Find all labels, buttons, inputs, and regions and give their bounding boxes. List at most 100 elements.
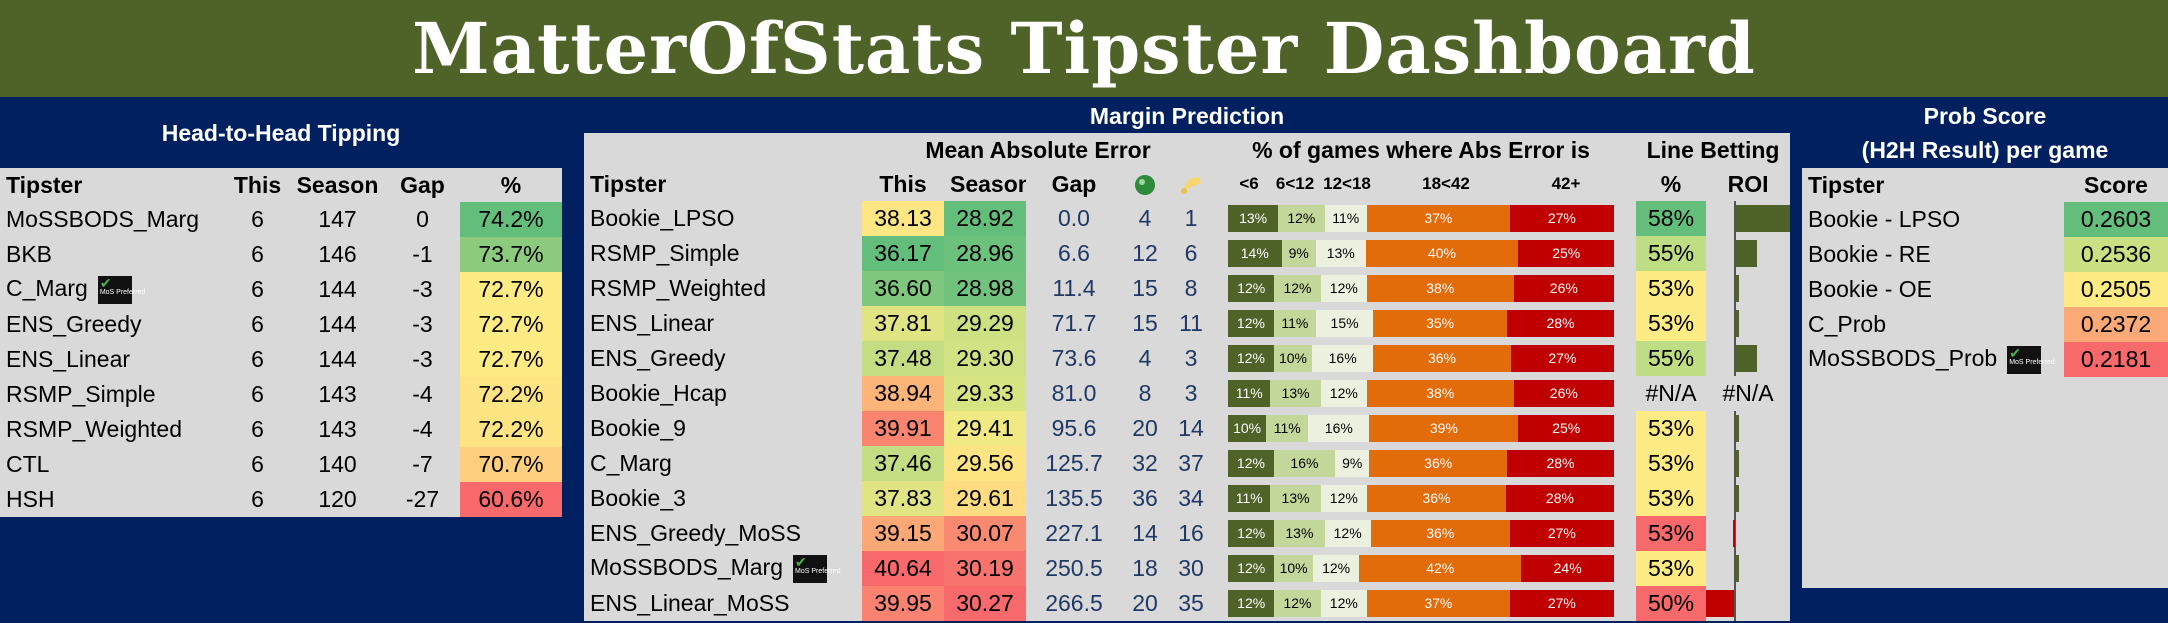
- margin-row[interactable]: ENS_Linear 37.81 29.29 71.7 15 11 12% 11% 15% 35%…: [584, 306, 1790, 341]
- margin-row[interactable]: ENS_Greedy 37.48 29.30 73.6 4 3 12% 10% 16% 36% 27…: [584, 341, 1790, 376]
- margin-col-this[interactable]: This: [879, 170, 927, 197]
- ball-count: 12: [1132, 240, 1158, 266]
- ball-count: 20: [1132, 590, 1158, 616]
- margin-row[interactable]: Bookie_Hcap 38.94 29.33 81.0 8 3 11% 13% 12% 38% 2…: [584, 376, 1790, 411]
- h2h-pct: 74.2%: [460, 202, 562, 237]
- margin-tipster: RSMP_Weighted: [584, 271, 862, 306]
- abs-error-cell: 11% 13% 12% 38% 26%: [1226, 376, 1616, 411]
- h2h-col-season[interactable]: Season: [296, 171, 379, 198]
- prob-row[interactable]: MoSSBODS_Prob ✔ MoS Preferred 0.2181: [1802, 342, 2168, 377]
- abs-error-segment: 12%: [1274, 275, 1321, 302]
- mae-gap: 81.0: [1051, 380, 1097, 406]
- prob-row[interactable]: C_Prob 0.2372: [1802, 307, 2168, 342]
- post-count: 8: [1184, 275, 1198, 301]
- mae-season: 29.33: [944, 376, 1026, 411]
- roi-cell: [1706, 586, 1790, 621]
- margin-col-gap[interactable]: Gap: [1051, 170, 1097, 197]
- ball-count: 36: [1132, 485, 1158, 511]
- h2h-col-this[interactable]: This: [233, 171, 282, 198]
- abs-error-cell: 10% 11% 16% 39% 25%: [1226, 411, 1616, 446]
- mae-gap: 11.4: [1052, 275, 1096, 301]
- mae-season: 29.30: [944, 341, 1026, 376]
- margin-row[interactable]: Bookie_3 37.83 29.61 135.5 36 34 11% 13% 12% 36% 2…: [584, 481, 1790, 516]
- prob-col-score[interactable]: Score: [2084, 171, 2148, 198]
- line-pct: 55%: [1636, 341, 1707, 376]
- margin-row[interactable]: ENS_Greedy_MoSS 39.15 30.07 227.1 14 16 12% 13%…: [584, 516, 1790, 551]
- abs-error-segment: 39%: [1369, 415, 1519, 442]
- ball-count: 32: [1132, 450, 1158, 476]
- h2h-row[interactable]: ENS_Linear 6 144 -3 72.7%: [0, 342, 562, 377]
- ball-count: 20: [1132, 415, 1158, 441]
- h2h-row[interactable]: RSMP_Simple 6 143 -4 72.2%: [0, 377, 562, 412]
- mae-gap: 73.6: [1051, 345, 1097, 371]
- badge-text: MoS Preferred: [99, 288, 146, 296]
- margin-col-season[interactable]: Season: [950, 170, 1026, 197]
- tipster-name: Bookie_3: [590, 485, 686, 511]
- h2h-season: 143: [318, 381, 357, 407]
- abs-error-segment: 12%: [1228, 345, 1274, 372]
- tipster-name: ENS_Linear: [6, 346, 131, 372]
- margin-row[interactable]: Bookie_9 39.91 29.41 95.6 20 14 10% 11% 16% 39% 25…: [584, 411, 1790, 446]
- mae-gap: 71.7: [1051, 310, 1097, 336]
- tipster-name: RSMP_Simple: [590, 240, 740, 266]
- abs-error-segment: 13%: [1270, 485, 1321, 512]
- h2h-row[interactable]: ENS_Greedy 6 144 -3 72.7%: [0, 307, 562, 342]
- tipster-name: Bookie_Hcap: [590, 380, 727, 406]
- roi-cell: [1706, 516, 1790, 551]
- h2h-row[interactable]: CTL 6 140 -7 70.7%: [0, 447, 562, 482]
- h2h-gap: -4: [412, 416, 433, 442]
- abs-error-cell: 12% 12% 12% 37% 27%: [1226, 586, 1616, 621]
- abs-error-segment: 11%: [1273, 310, 1316, 337]
- roi-cell: [1706, 201, 1791, 236]
- ball-count: 14: [1132, 520, 1158, 546]
- roi-na: #N/A: [1722, 380, 1774, 406]
- h2h-pct: 72.7%: [460, 342, 562, 377]
- abs-error-cell: 12% 12% 12% 38% 26%: [1226, 271, 1616, 306]
- mae-gap: 135.5: [1045, 485, 1103, 511]
- prob-row[interactable]: Bookie - LPSO 0.2603: [1802, 202, 2168, 237]
- line-pct: #N/A: [1636, 376, 1707, 411]
- abs-error-segment: 36%: [1370, 520, 1510, 547]
- h2h-this: 6: [251, 311, 264, 337]
- margin-col-tipster[interactable]: Tipster: [590, 170, 667, 197]
- h2h-row[interactable]: C_Marg ✔ MoS Preferred 6 144 -3 72.7%: [0, 272, 562, 307]
- h2h-col-pct[interactable]: %: [500, 171, 522, 198]
- prob-col-tipster[interactable]: Tipster: [1808, 171, 1885, 198]
- margin-row[interactable]: C_Marg 37.46 29.56 125.7 32 37 12% 16% 9% 36% 28% 5…: [584, 446, 1790, 481]
- line-pct: 58%: [1636, 201, 1707, 236]
- prob-row[interactable]: Bookie - RE 0.2536: [1802, 237, 2168, 272]
- h2h-row[interactable]: RSMP_Weighted 6 143 -4 72.2%: [0, 412, 562, 447]
- h2h-row[interactable]: BKB 6 146 -1 73.7%: [0, 237, 562, 272]
- prob-subheading: (H2H Result) per game: [1861, 137, 2109, 163]
- h2h-this: 6: [251, 276, 264, 302]
- mae-season: 29.56: [944, 446, 1026, 481]
- line-pct: 53%: [1636, 516, 1707, 551]
- margin-row[interactable]: RSMP_Simple 36.17 28.96 6.6 12 6 14% 9% 13% 40% 25…: [584, 236, 1790, 271]
- tipster-name: ENS_Greedy: [590, 345, 726, 371]
- prob-tipster: Bookie - LPSO: [1802, 202, 2064, 237]
- margin-heading: Margin Prediction: [1089, 103, 1285, 129]
- h2h-row[interactable]: MoSSBODS_Marg 6 147 0 74.2%: [0, 202, 562, 237]
- mae-this: 40.64: [862, 551, 944, 586]
- margin-tipster: Bookie_LPSO: [584, 201, 862, 236]
- badge-text: MoS Preferred: [795, 567, 841, 575]
- h2h-pct: 73.7%: [460, 237, 562, 272]
- margin-row[interactable]: ENS_Linear_MoSS 39.95 30.27 266.5 20 35 12% 12%…: [584, 586, 1790, 621]
- line-col-pct[interactable]: %: [1660, 170, 1682, 197]
- abs-error-segment: 12%: [1324, 520, 1371, 547]
- h2h-row[interactable]: HSH 6 120 -27 60.6%: [0, 482, 562, 517]
- abs-error-segment: 10%: [1273, 345, 1313, 372]
- line-col-roi[interactable]: ROI: [1727, 170, 1769, 197]
- h2h-col-gap[interactable]: Gap: [400, 171, 445, 198]
- prob-row[interactable]: Bookie - OE 0.2505: [1802, 272, 2168, 307]
- margin-tipster: C_Marg: [584, 446, 862, 481]
- margin-row[interactable]: RSMP_Weighted 36.60 28.98 11.4 15 8 12% 12% 12% 3…: [584, 271, 1790, 306]
- tipster-name: ENS_Linear: [590, 310, 715, 336]
- margin-row[interactable]: Bookie_LPSO 38.13 28.92 0.0 4 1 13% 12% 11% 37% 27…: [584, 201, 1791, 236]
- prob-tipster: MoSSBODS_Prob ✔ MoS Preferred: [1802, 342, 2064, 377]
- margin-row[interactable]: MoSSBODS_Marg ✔ MoS Preferred 40.64 30.19 250…: [584, 551, 1790, 586]
- roi-bar: [1736, 485, 1740, 512]
- abs-error-segment: 11%: [1228, 485, 1271, 512]
- roi-cell: [1706, 411, 1790, 446]
- h2h-col-tipster[interactable]: Tipster: [6, 171, 83, 198]
